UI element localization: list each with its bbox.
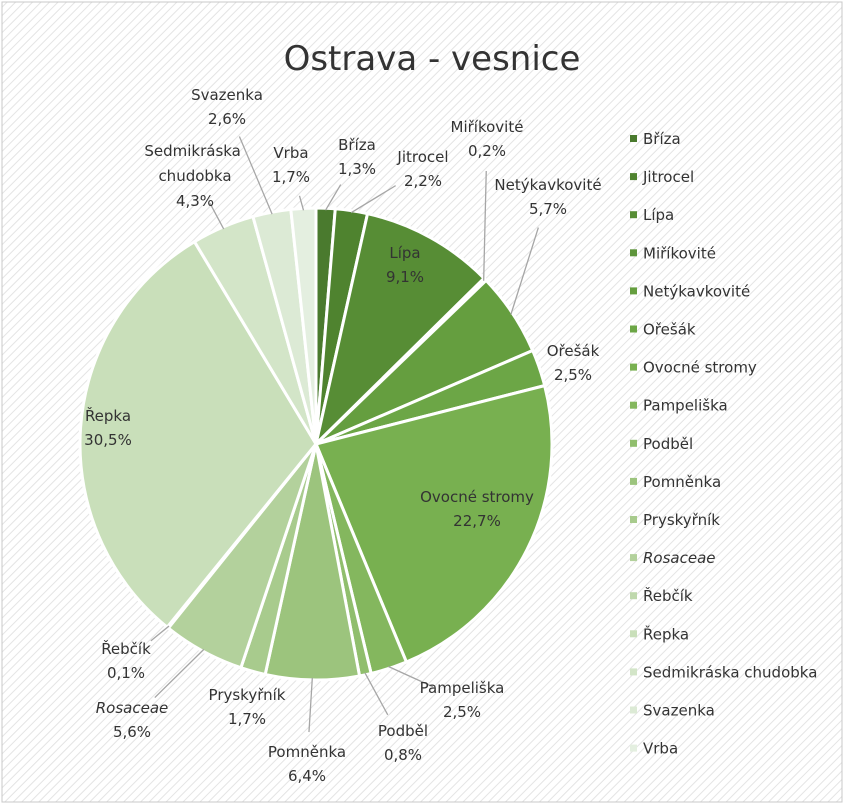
data-label-value: 2,6% bbox=[208, 110, 246, 128]
legend-label: Řepka bbox=[643, 624, 689, 643]
data-label-category: Pomněnka bbox=[268, 743, 346, 761]
legend-label: Pomněnka bbox=[643, 473, 721, 491]
data-label-value: 30,5% bbox=[84, 431, 132, 449]
data-label-value: 6,4% bbox=[288, 767, 326, 785]
leader-line bbox=[325, 184, 342, 211]
leader-line bbox=[308, 677, 313, 733]
leader-line bbox=[150, 625, 170, 642]
legend-label: Ovocné stromy bbox=[643, 359, 757, 377]
data-label-value: 1,3% bbox=[338, 160, 376, 178]
data-label-category: Řebčík bbox=[101, 639, 151, 658]
data-label-value: 2,5% bbox=[443, 703, 481, 721]
data-label-value: 5,6% bbox=[113, 723, 151, 741]
legend-label: Ořešák bbox=[643, 321, 696, 339]
pie-slice bbox=[313, 383, 554, 664]
leader-line bbox=[350, 185, 396, 214]
data-label-category: Lípa bbox=[389, 244, 420, 262]
legend-swatch bbox=[630, 287, 637, 295]
data-label-value: 1,7% bbox=[272, 168, 310, 186]
chart-title: Ostrava - vesnice bbox=[284, 39, 581, 79]
legend-swatch bbox=[630, 668, 637, 676]
leader-line bbox=[483, 170, 487, 281]
data-label-category: Bříza bbox=[338, 136, 376, 154]
legend-label: Sedmikráska chudobka bbox=[643, 663, 817, 681]
legend-swatch bbox=[630, 439, 637, 447]
data-label-value: 0,8% bbox=[384, 746, 422, 764]
legend-label: Svazenka bbox=[643, 702, 715, 720]
data-label-category: Sedmikráska chudobka bbox=[144, 142, 245, 185]
data-label-category: Řepka bbox=[85, 406, 131, 425]
legend-label: Podběl bbox=[643, 435, 693, 453]
legend-swatch bbox=[630, 516, 637, 523]
data-label-category: Rosaceae bbox=[96, 699, 169, 717]
legend-label: Řebčík bbox=[643, 586, 693, 605]
leader-line bbox=[364, 672, 389, 716]
leader-line bbox=[209, 202, 225, 230]
data-label-category: Pampeliška bbox=[420, 679, 505, 697]
data-label-value: 0,1% bbox=[107, 664, 145, 682]
leader-line bbox=[298, 195, 305, 211]
legend-swatch bbox=[630, 630, 637, 638]
legend-swatch bbox=[630, 325, 637, 333]
legend-swatch bbox=[630, 211, 637, 219]
leader-line bbox=[238, 136, 273, 215]
pie-slice bbox=[313, 211, 487, 449]
legend-label: Lípa bbox=[643, 206, 674, 224]
leader-line bbox=[510, 227, 539, 315]
data-label-value: 0,2% bbox=[468, 142, 506, 160]
legend-swatch bbox=[630, 135, 637, 142]
data-label-category: Netýkavkovité bbox=[494, 176, 601, 194]
data-label-value: 22,7% bbox=[453, 512, 501, 530]
legend-label: Miříkovité bbox=[643, 244, 716, 262]
legend-swatch bbox=[630, 706, 637, 714]
legend-swatch bbox=[630, 363, 637, 371]
data-label-value: 9,1% bbox=[386, 268, 424, 286]
data-label-value: 4,3% bbox=[176, 192, 214, 210]
legend-swatch bbox=[630, 249, 637, 257]
leader-line bbox=[154, 648, 205, 699]
legend-swatch bbox=[630, 401, 637, 409]
legend-label: Vrba bbox=[643, 740, 678, 758]
data-label-category: Miříkovité bbox=[451, 118, 524, 136]
legend-swatch bbox=[630, 173, 637, 181]
legend-label: Jitrocel bbox=[642, 168, 694, 186]
data-label-category: Svazenka bbox=[191, 86, 263, 104]
data-label-category: Vrba bbox=[273, 144, 308, 162]
legend-label: Pryskyřník bbox=[643, 511, 720, 529]
data-label-value: 5,7% bbox=[529, 200, 567, 218]
data-label-category: Podběl bbox=[378, 722, 428, 740]
data-label-category: Jitrocel bbox=[396, 148, 448, 166]
legend-swatch bbox=[630, 554, 637, 562]
legend-swatch bbox=[630, 592, 637, 600]
legend-label: Bříza bbox=[643, 130, 681, 148]
leader-line bbox=[388, 665, 434, 688]
data-label-value: 2,2% bbox=[404, 172, 442, 190]
legend-label: Netýkavkovité bbox=[643, 282, 750, 300]
data-label-value: 1,7% bbox=[228, 710, 266, 728]
legend-label: Pampeliška bbox=[643, 397, 728, 415]
pie-slice bbox=[78, 239, 318, 630]
data-label-category: Pryskyřník bbox=[209, 686, 286, 704]
data-label-category: Ovocné stromy bbox=[420, 488, 534, 506]
legend-swatch bbox=[630, 744, 637, 752]
data-label-category: Ořešák bbox=[547, 342, 600, 360]
legend-label: Rosaceae bbox=[643, 549, 716, 567]
legend-swatch bbox=[630, 477, 637, 485]
data-label-value: 2,5% bbox=[554, 366, 592, 384]
